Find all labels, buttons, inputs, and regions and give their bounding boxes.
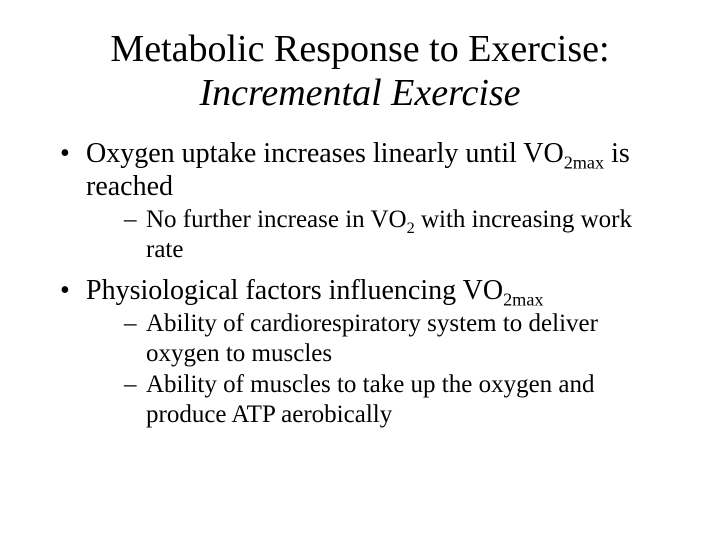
sub-item: Ability of muscles to take up the oxygen…	[124, 370, 672, 429]
bullet-subscript: 2max	[503, 290, 543, 310]
bullet-item: Physiological factors influencing VO2max…	[56, 274, 672, 429]
bullet-item: Oxygen uptake increases linearly until V…	[56, 137, 672, 264]
bullet-subscript: 2max	[564, 153, 604, 173]
bullet-text-pre: Physiological factors influencing VO	[86, 275, 503, 306]
sub-list: Ability of cardiorespiratory system to d…	[86, 309, 672, 429]
sub-text-pre: Ability of cardiorespiratory system to d…	[146, 310, 598, 367]
bullet-list: Oxygen uptake increases linearly until V…	[48, 137, 672, 429]
bullet-text-pre: Oxygen uptake increases linearly until V…	[86, 138, 564, 169]
sub-subscript: 2	[407, 219, 415, 237]
sub-text-pre: No further increase in VO	[146, 206, 407, 233]
sub-text-pre: Ability of muscles to take up the oxygen…	[146, 371, 595, 428]
title-line-1: Metabolic Response to Exercise:	[48, 28, 672, 72]
sub-list: No further increase in VO2 with increasi…	[86, 205, 672, 264]
slide-title: Metabolic Response to Exercise: Incremen…	[48, 28, 672, 115]
sub-item: No further increase in VO2 with increasi…	[124, 205, 672, 264]
title-line-2: Incremental Exercise	[48, 72, 672, 116]
sub-item: Ability of cardiorespiratory system to d…	[124, 309, 672, 368]
